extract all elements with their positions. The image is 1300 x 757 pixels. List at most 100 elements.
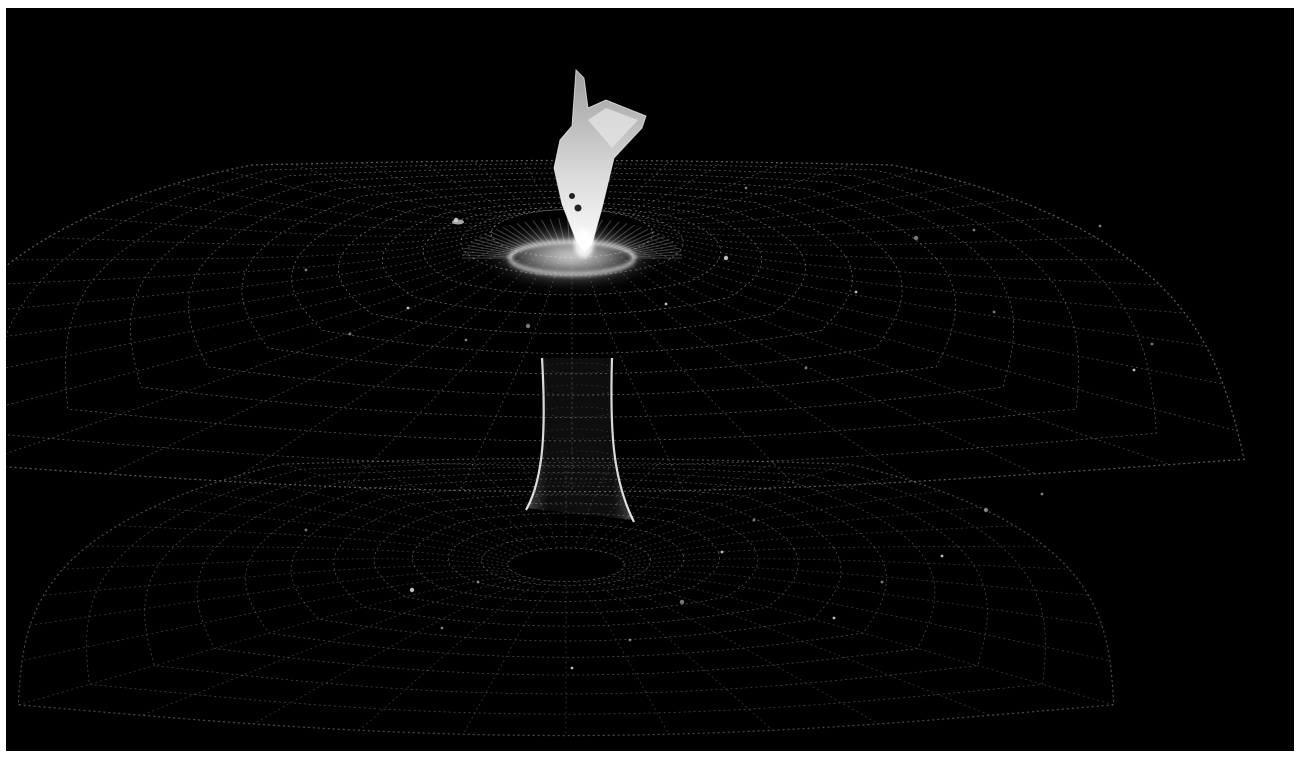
grid-spoke bbox=[601, 577, 991, 716]
grid-ring bbox=[381, 202, 763, 315]
grid-spoke bbox=[593, 160, 671, 212]
glow-streak bbox=[483, 233, 525, 251]
debris bbox=[452, 219, 464, 225]
grid-spoke bbox=[650, 238, 1185, 314]
glow-streak bbox=[592, 220, 612, 246]
glow-streak bbox=[463, 251, 513, 257]
star bbox=[983, 507, 989, 513]
star bbox=[679, 599, 685, 605]
glow-streak bbox=[462, 254, 513, 258]
upper-grid-sheet bbox=[6, 159, 1245, 493]
glow-streak bbox=[470, 241, 517, 253]
grid-spoke bbox=[651, 228, 1097, 246]
glow-streak bbox=[474, 238, 520, 252]
glow-streak bbox=[622, 236, 666, 251]
glow-streak bbox=[465, 247, 514, 256]
grid-spoke bbox=[86, 217, 496, 237]
grid-spoke bbox=[292, 163, 522, 217]
ship-window bbox=[569, 193, 575, 199]
grid-spoke bbox=[652, 231, 1130, 261]
glow-streak bbox=[619, 233, 661, 251]
grid-ring bbox=[6, 163, 1157, 466]
glow-streak bbox=[524, 221, 547, 246]
throat-glow bbox=[462, 217, 682, 288]
wormhole-scene bbox=[6, 68, 1245, 737]
grid-ring bbox=[6, 159, 1245, 493]
star bbox=[476, 580, 480, 584]
wormhole-throat bbox=[516, 357, 638, 523]
grid-spoke bbox=[468, 458, 550, 549]
grid-spoke bbox=[608, 575, 1114, 706]
grid-ring bbox=[129, 172, 1015, 418]
grid-spoke bbox=[14, 231, 492, 261]
grid-spoke bbox=[6, 238, 494, 310]
throat-ring bbox=[540, 384, 614, 396]
star bbox=[723, 255, 729, 261]
grid-spoke bbox=[174, 183, 507, 224]
grid-spoke bbox=[414, 459, 541, 550]
ship-wing bbox=[588, 108, 638, 148]
star bbox=[1150, 342, 1154, 346]
glow-streak bbox=[509, 224, 539, 247]
grid-spoke bbox=[616, 490, 941, 557]
star bbox=[525, 323, 531, 329]
grid-ring bbox=[188, 178, 956, 396]
star bbox=[992, 310, 996, 314]
throat-ring bbox=[540, 362, 614, 374]
grid-spoke bbox=[230, 254, 538, 482]
grid-spoke bbox=[6, 247, 509, 406]
throat-right-edge bbox=[610, 357, 635, 523]
grid-spoke bbox=[473, 160, 551, 212]
grid-spoke bbox=[614, 573, 1110, 661]
grid-spoke bbox=[598, 461, 778, 552]
grid-spoke bbox=[224, 170, 514, 220]
star bbox=[628, 638, 632, 642]
star bbox=[409, 587, 415, 593]
glow-streak bbox=[597, 221, 620, 246]
grid-spoke bbox=[622, 525, 1015, 562]
grid-ring bbox=[412, 512, 720, 602]
throat-ring bbox=[540, 406, 614, 418]
glow-streak bbox=[502, 226, 535, 248]
grid-ring bbox=[245, 478, 887, 658]
grid-spoke bbox=[87, 545, 509, 565]
grid-spoke bbox=[591, 459, 718, 550]
glow-streak bbox=[613, 228, 649, 249]
grid-spoke bbox=[648, 217, 1058, 237]
glow-streak bbox=[489, 231, 528, 250]
glow-streak bbox=[624, 238, 670, 252]
star bbox=[1040, 492, 1044, 496]
star bbox=[940, 554, 944, 558]
grid-spoke bbox=[235, 476, 521, 555]
star bbox=[664, 302, 668, 306]
grid-spoke bbox=[603, 161, 724, 213]
grid-ring bbox=[507, 547, 625, 582]
grid-ring bbox=[373, 502, 759, 614]
ship-nose-glow bbox=[574, 230, 594, 258]
glow-streak bbox=[616, 231, 655, 250]
glow-streak bbox=[467, 244, 516, 255]
star bbox=[832, 616, 836, 620]
star bbox=[752, 518, 756, 522]
grid-spoke bbox=[141, 577, 531, 716]
star bbox=[304, 528, 308, 532]
lower-grid-sheet bbox=[17, 457, 1115, 737]
grid-spoke bbox=[354, 461, 534, 552]
star bbox=[464, 338, 468, 342]
grid-spoke bbox=[643, 199, 1016, 230]
glow-streak bbox=[601, 223, 628, 247]
glow-streak bbox=[478, 236, 522, 251]
grid-ring bbox=[460, 209, 684, 276]
grid-spoke bbox=[282, 463, 527, 553]
spaceship bbox=[553, 68, 647, 258]
grid-spoke bbox=[617, 252, 1036, 475]
grid-spoke bbox=[635, 247, 1238, 432]
glow-streak bbox=[495, 228, 531, 249]
glow-streak bbox=[609, 226, 642, 248]
grid-spoke bbox=[6, 244, 503, 369]
grid-spoke bbox=[359, 580, 548, 731]
ship-window bbox=[574, 204, 582, 212]
glow-streak bbox=[631, 254, 682, 258]
star bbox=[854, 290, 858, 294]
grid-ring bbox=[422, 206, 722, 296]
